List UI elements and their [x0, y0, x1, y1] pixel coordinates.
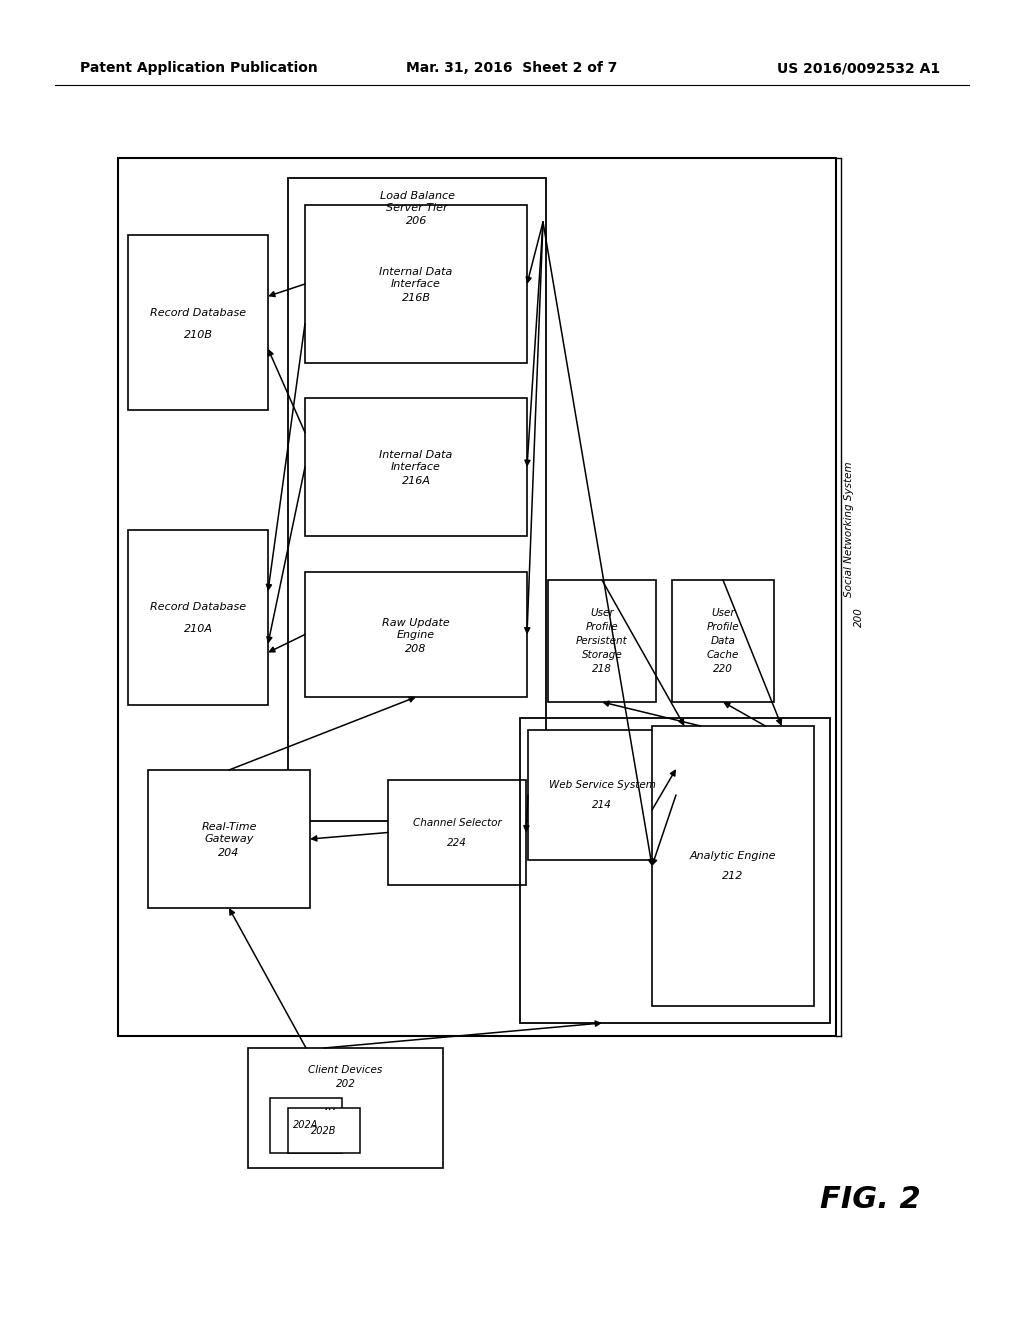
Bar — [118, 158, 836, 1036]
Text: Profile: Profile — [586, 622, 618, 632]
Bar — [520, 718, 830, 1023]
Text: Data: Data — [711, 636, 735, 645]
Bar — [672, 579, 774, 702]
Text: Interface: Interface — [391, 279, 441, 289]
Text: Server Tier: Server Tier — [386, 203, 447, 213]
Text: Persistent: Persistent — [577, 636, 628, 645]
Bar — [270, 1098, 342, 1152]
Text: Client Devices: Client Devices — [308, 1065, 383, 1074]
Text: 218: 218 — [592, 664, 612, 675]
Text: Mar. 31, 2016  Sheet 2 of 7: Mar. 31, 2016 Sheet 2 of 7 — [407, 61, 617, 75]
Text: 214: 214 — [592, 800, 612, 810]
Bar — [305, 205, 527, 363]
Text: 216B: 216B — [401, 293, 430, 304]
Text: Interface: Interface — [391, 462, 441, 473]
Text: Profile: Profile — [707, 622, 739, 632]
Bar — [528, 730, 676, 861]
Text: Internal Data: Internal Data — [379, 267, 453, 277]
Text: 202B: 202B — [311, 1126, 337, 1135]
Text: Engine: Engine — [397, 630, 435, 639]
Text: ...: ... — [324, 1100, 337, 1113]
Text: 212: 212 — [722, 871, 743, 880]
Bar — [148, 770, 310, 908]
Bar — [388, 780, 526, 884]
Text: 204: 204 — [218, 847, 240, 858]
Bar — [305, 399, 527, 536]
Text: 210B: 210B — [183, 330, 213, 339]
Bar — [548, 579, 656, 702]
Text: Load Balance: Load Balance — [380, 191, 455, 201]
Bar — [248, 1048, 443, 1168]
Text: 206: 206 — [407, 216, 428, 226]
Text: Internal Data: Internal Data — [379, 450, 453, 459]
Text: Patent Application Publication: Patent Application Publication — [80, 61, 317, 75]
Text: Channel Selector: Channel Selector — [413, 817, 502, 828]
Bar — [652, 726, 814, 1006]
Text: Cache: Cache — [707, 649, 739, 660]
Text: 210A: 210A — [183, 624, 213, 635]
Text: 224: 224 — [447, 837, 467, 847]
Text: 208: 208 — [406, 644, 427, 653]
Text: 216A: 216A — [401, 477, 430, 486]
Text: User: User — [590, 609, 613, 618]
Text: 202: 202 — [336, 1078, 355, 1089]
Text: Analytic Engine: Analytic Engine — [690, 851, 776, 861]
Text: Raw Update: Raw Update — [382, 618, 450, 627]
Text: Record Database: Record Database — [150, 602, 246, 612]
Text: FIG. 2: FIG. 2 — [819, 1185, 921, 1214]
Text: 220: 220 — [713, 664, 733, 675]
Text: User: User — [712, 609, 735, 618]
Bar — [128, 235, 268, 411]
Bar — [305, 572, 527, 697]
Text: US 2016/0092532 A1: US 2016/0092532 A1 — [777, 61, 940, 75]
Text: Storage: Storage — [582, 649, 623, 660]
Bar — [288, 178, 546, 821]
Text: Real-Time: Real-Time — [202, 822, 257, 832]
Text: 200: 200 — [854, 607, 864, 627]
Text: Gateway: Gateway — [205, 834, 254, 843]
Text: 202A: 202A — [293, 1121, 318, 1130]
Text: Web Service System: Web Service System — [549, 780, 655, 789]
Text: Social Networking System: Social Networking System — [844, 462, 854, 597]
Text: Record Database: Record Database — [150, 308, 246, 318]
Bar — [288, 1107, 360, 1152]
Bar — [128, 531, 268, 705]
